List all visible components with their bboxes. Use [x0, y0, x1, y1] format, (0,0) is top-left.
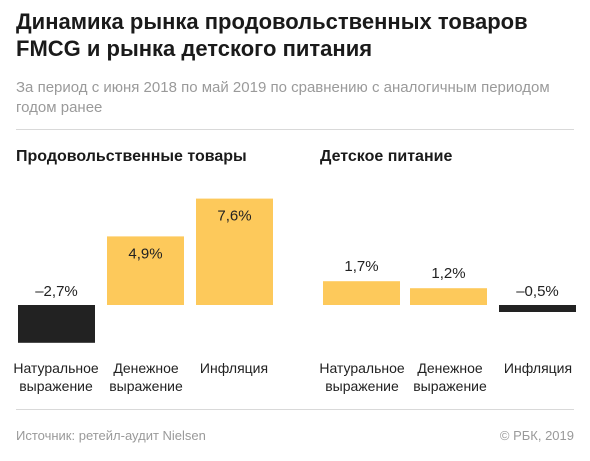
chart-subtitle: За период с июня 2018 по май 2019 по сра…	[16, 79, 550, 116]
bar-0-0	[18, 305, 95, 343]
panel-title-food: Продовольственные товары	[16, 148, 247, 165]
bottom-divider	[16, 409, 574, 410]
value-label-0-1: 4,9%	[128, 245, 162, 262]
bar-0-2	[196, 198, 273, 305]
source-note: Источник: ретейл-аудит Nielsen	[16, 428, 206, 443]
value-label-0-2: 7,6%	[217, 208, 251, 225]
bar-0-1	[107, 236, 184, 305]
category-label-0-2: Инфляция	[200, 360, 268, 376]
panel-title-baby-food: Детское питание	[320, 148, 453, 165]
value-label-1-1: 1,2%	[431, 265, 465, 282]
bar-1-0	[323, 281, 400, 305]
copyright: © РБК, 2019	[499, 428, 574, 443]
value-label-1-0: 1,7%	[344, 258, 378, 275]
category-label-0-0: Натуральное выражение	[13, 360, 99, 394]
value-label-0-0: –2,7%	[35, 283, 78, 300]
bar-1-1	[410, 288, 487, 305]
category-label-1-2: Инфляция	[504, 360, 572, 376]
top-divider	[16, 129, 574, 130]
bar-1-2	[499, 305, 576, 312]
value-label-1-2: –0,5%	[516, 283, 559, 300]
chart-title: Динамика рынка продовольственных товаров…	[16, 9, 528, 61]
category-label-1-0: Натуральное выражение	[319, 360, 405, 394]
category-label-1-1: Денежное выражение	[413, 360, 487, 394]
category-label-0-1: Денежное выражение	[109, 360, 183, 394]
